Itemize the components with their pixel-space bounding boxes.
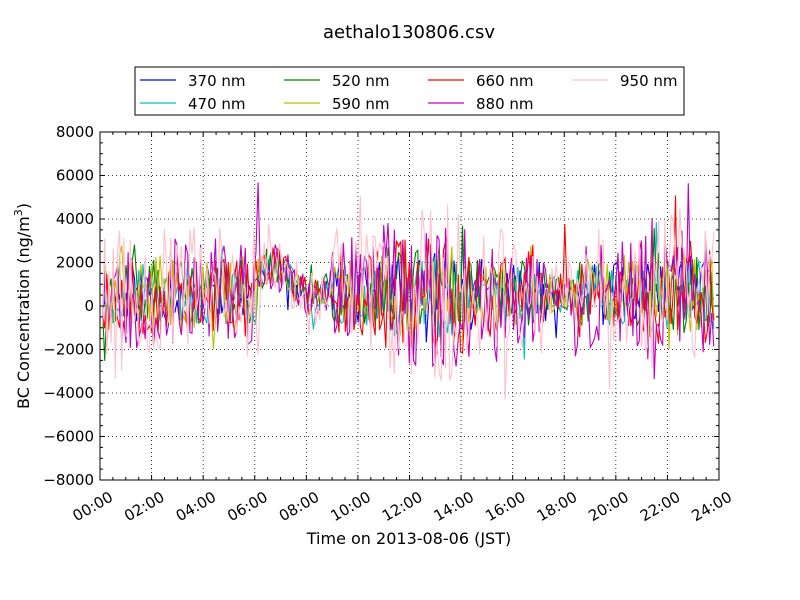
x-tick-label: 16:00 <box>482 488 528 525</box>
legend-label: 370 nm <box>188 72 246 90</box>
y-axis-label-superscript: 3 <box>12 209 25 216</box>
y-tick-label: −2000 <box>43 341 94 359</box>
y-tick-label: 2000 <box>56 254 94 272</box>
y-tick-labels: 8000 6000 4000 2000 0 −2000 −4000 −6000 −8000 <box>43 123 94 489</box>
x-tick-labels: 00:00 02:00 04:00 06:00 08:00 10:00 12:00 14:00… <box>70 488 735 525</box>
y-tick-label: 0 <box>84 297 94 315</box>
y-axis-label: BC Concentration (ng/m3) <box>12 203 33 409</box>
y-tick-label: 4000 <box>56 210 94 228</box>
series-line-950-nm <box>102 195 715 400</box>
x-tick-label: 20:00 <box>585 488 631 525</box>
x-tick-label: 14:00 <box>431 488 477 525</box>
legend: 370 nm 470 nm 520 nm 590 nm 660 nm 880 nm 950 … <box>134 66 685 116</box>
series-layer <box>102 182 715 400</box>
legend-label: 950 nm <box>620 72 678 90</box>
x-tick-label: 00:00 <box>70 488 116 525</box>
x-tick-label: 10:00 <box>327 488 373 525</box>
legend-label: 660 nm <box>476 72 534 90</box>
legend-label: 880 nm <box>476 95 534 113</box>
series-line-470-nm <box>102 222 715 360</box>
plot-frame <box>99 131 720 481</box>
x-tick-label: 04:00 <box>173 488 219 525</box>
y-tick-label: 8000 <box>56 123 94 141</box>
y-axis-label-close: ) <box>14 203 33 209</box>
y-tick-label: −4000 <box>43 384 94 402</box>
legend-label: 590 nm <box>332 95 390 113</box>
y-tick-label: 6000 <box>56 167 94 185</box>
x-tick-label: 02:00 <box>121 488 167 525</box>
x-tick-label: 12:00 <box>379 488 425 525</box>
legend-label: 470 nm <box>188 95 246 113</box>
x-axis-label: Time on 2013-08-06 (JST) <box>306 529 511 548</box>
x-tick-label: 24:00 <box>689 488 735 525</box>
y-tick-label: −6000 <box>43 428 94 446</box>
chart-title: aethalo130806.csv <box>323 22 495 43</box>
x-tick-label: 22:00 <box>637 488 683 525</box>
y-tick-label: −8000 <box>43 471 94 489</box>
legend-box <box>134 66 685 116</box>
y-axis-label-main: BC Concentration (ng/m <box>14 216 33 409</box>
x-tick-label: 06:00 <box>224 488 270 525</box>
x-tick-label: 08:00 <box>276 488 322 525</box>
x-tick-label: 18:00 <box>534 488 580 525</box>
legend-label: 520 nm <box>332 72 390 90</box>
